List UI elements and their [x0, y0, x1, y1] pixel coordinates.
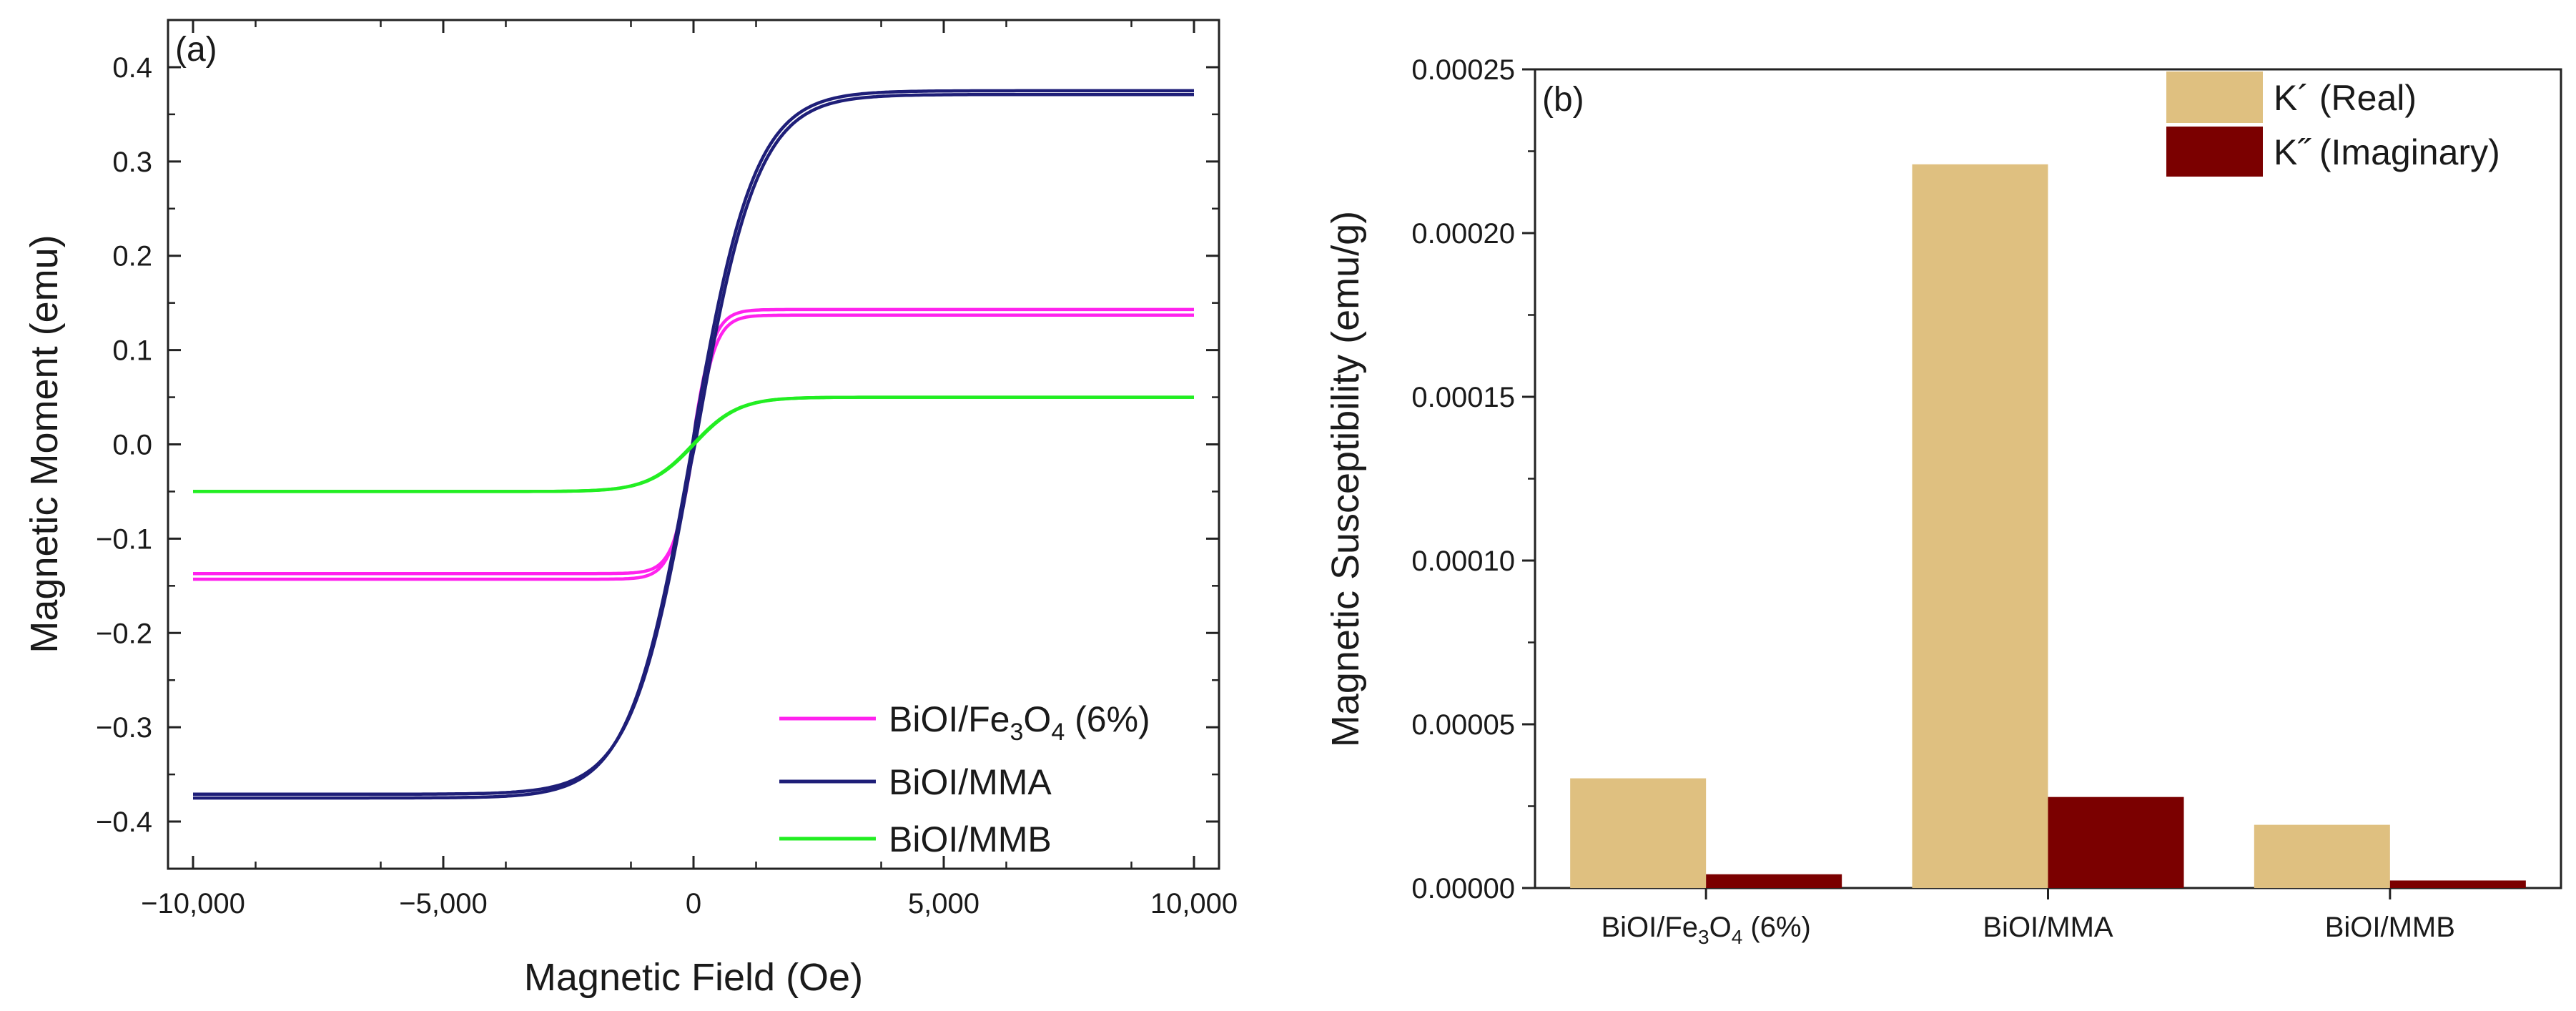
- legend-swatch: [2166, 71, 2263, 123]
- bar: [1912, 164, 2048, 888]
- y-tick-label: 0.00005: [1411, 709, 1515, 741]
- y-tick-label: −0.4: [96, 807, 152, 838]
- hysteresis-curves: [193, 89, 1194, 800]
- x-tick-label: 10,000: [1150, 888, 1238, 919]
- bars: [1570, 164, 2526, 888]
- text-fragment: 4: [1051, 719, 1065, 746]
- legend-swatch: [2166, 127, 2263, 177]
- bar: [2048, 797, 2184, 888]
- text-fragment: 4: [1732, 926, 1743, 948]
- y-tick-label: 0.00025: [1411, 54, 1515, 86]
- text-fragment: 3: [1698, 926, 1709, 948]
- susceptibility-chart: 0.00000 0.00005 0.00010 0.00015 0.00020 0.000…: [1324, 54, 2562, 948]
- legend-label: K´ (Real): [2274, 78, 2417, 118]
- category-label: BiOI/MMA: [1983, 912, 2113, 943]
- panel-label-a: (a): [175, 31, 217, 69]
- legend-label: BiOI/Fe3O4 (6%): [889, 699, 1150, 746]
- text-fragment: 3: [1010, 719, 1023, 746]
- y-tick-label: 0.00015: [1411, 382, 1515, 413]
- y-tick-label: 0.0: [112, 430, 152, 461]
- y-tick-label: 0.4: [112, 52, 152, 84]
- legend-b: K´ (Real) K˝ (Imaginary): [2166, 71, 2500, 177]
- hysteresis-branch-down: [193, 395, 1194, 493]
- text-fragment: BiOI/MMA: [889, 762, 1052, 802]
- bar: [1706, 874, 1842, 888]
- text-fragment: BiOI/MMA: [1983, 912, 2113, 943]
- text-fragment: BiOI/MMB: [2325, 912, 2455, 943]
- legend-label: K˝ (Imaginary): [2274, 132, 2500, 172]
- text-fragment: (6%): [1742, 912, 1811, 943]
- y-tick-label: 0.1: [112, 335, 152, 367]
- panel-label-b: (b): [1542, 81, 1584, 119]
- y-tick-label: 0.2: [112, 241, 152, 272]
- y-tick-label: −0.1: [96, 523, 152, 555]
- y-tick-label: 0.00000: [1411, 873, 1515, 904]
- text-fragment: BiOI/MMB: [889, 819, 1052, 859]
- x-tick-label: 0: [686, 888, 701, 919]
- text-fragment: BiOI/Fe: [889, 699, 1010, 739]
- category-label: BiOI/Fe3O4 (6%): [1601, 912, 1810, 948]
- category-labels: BiOI/Fe3O4 (6%) BiOI/MMA BiOI/MMB: [1601, 912, 2455, 948]
- text-fragment: O: [1023, 699, 1051, 739]
- bar: [1570, 778, 1707, 888]
- text-fragment: O: [1709, 912, 1732, 943]
- category-label: BiOI/MMB: [2325, 912, 2455, 943]
- y-tick-label: 0.3: [112, 147, 152, 178]
- y-tick-label: 0.00020: [1411, 218, 1515, 250]
- text-fragment: (6%): [1065, 699, 1150, 739]
- y-axis-title-a: Magnetic Moment (emu): [23, 235, 66, 653]
- text-fragment: BiOI/Fe: [1601, 912, 1698, 943]
- y-tick-label: −0.3: [96, 712, 152, 744]
- legend-a: BiOI/Fe3O4 (6%) BiOI/MMA BiOI/MMB: [779, 699, 1150, 859]
- bar: [2389, 880, 2526, 888]
- x-axis-title-a: Magnetic Field (Oe): [524, 956, 863, 999]
- hysteresis-branch-down: [193, 92, 1194, 797]
- legend-label: BiOI/MMA: [889, 762, 1052, 802]
- axis-ticks-b: 0.00000 0.00005 0.00010 0.00015 0.00020 0.000…: [1411, 54, 2392, 904]
- y-axis-title-b: Magnetic Susceptibility (emu/g): [1324, 211, 1367, 747]
- x-tick-label: −5,000: [399, 888, 487, 919]
- x-tick-label: −10,000: [141, 888, 245, 919]
- hysteresis-branch-up: [193, 89, 1194, 800]
- axis-ticks-a: −10,000 −5,000 0 5,000 10,000 −0.4 −0.3 −0.2 −0.…: [96, 20, 1238, 919]
- y-tick-label: 0.00010: [1411, 546, 1515, 577]
- legend-label: BiOI/MMB: [889, 819, 1052, 859]
- bar: [2254, 824, 2390, 888]
- y-tick-label: −0.2: [96, 618, 152, 649]
- x-tick-label: 5,000: [908, 888, 979, 919]
- hysteresis-chart: −10,000 −5,000 0 5,000 10,000 −0.4 −0.3 −0.2 −0.…: [23, 19, 1238, 999]
